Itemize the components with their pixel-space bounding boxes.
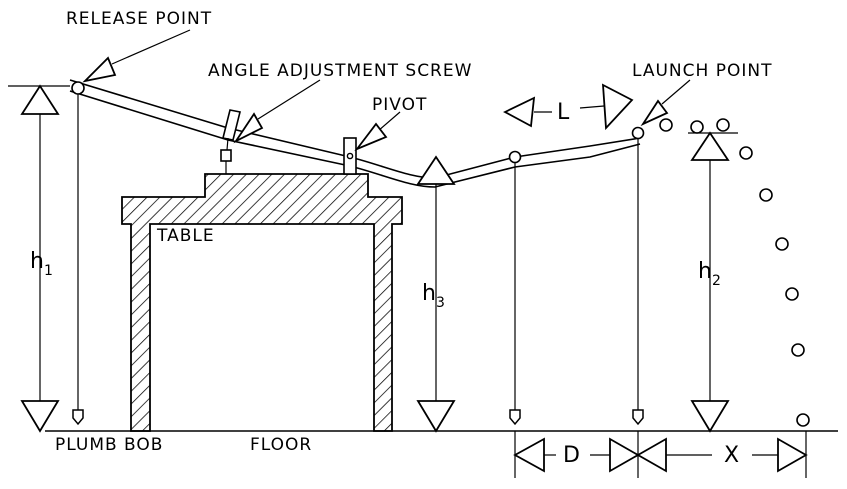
x-dimension [636,431,808,478]
d-label: D [563,443,580,468]
trajectory [659,118,810,427]
table-label: TABLE [156,226,215,246]
angle-adjustment-screw-label: ANGLE ADJUSTMENT SCREW [208,61,472,81]
pivot-leader [354,111,401,152]
launch-point-leader [640,79,691,127]
l-dimension [503,83,634,131]
pivot-label: PIVOT [372,95,427,115]
pivot-bracket [343,137,357,175]
h1-dimension [8,84,70,433]
release-point-leader [82,29,191,83]
h2-label: h2 [698,259,721,289]
launch-point-label: LAUNCH POINT [632,61,772,81]
h3-dimension [416,155,456,433]
x-label: X [724,443,739,468]
release-point-label: RELEASE POINT [66,9,212,29]
angle-screw-leader [233,79,321,144]
table [121,173,403,432]
ramp-measure-marks [508,126,645,426]
release-point-marker [71,81,85,426]
l-label: L [557,100,570,125]
d-dimension [513,431,640,478]
h2-dimension [688,131,738,433]
h3-label: h3 [422,281,445,311]
angle-adjustment-screw [220,109,241,174]
plumb-bob-label: PLUMB BOB [55,435,163,455]
h1-label: h1 [30,249,53,279]
floor-label: FLOOR [250,435,312,455]
